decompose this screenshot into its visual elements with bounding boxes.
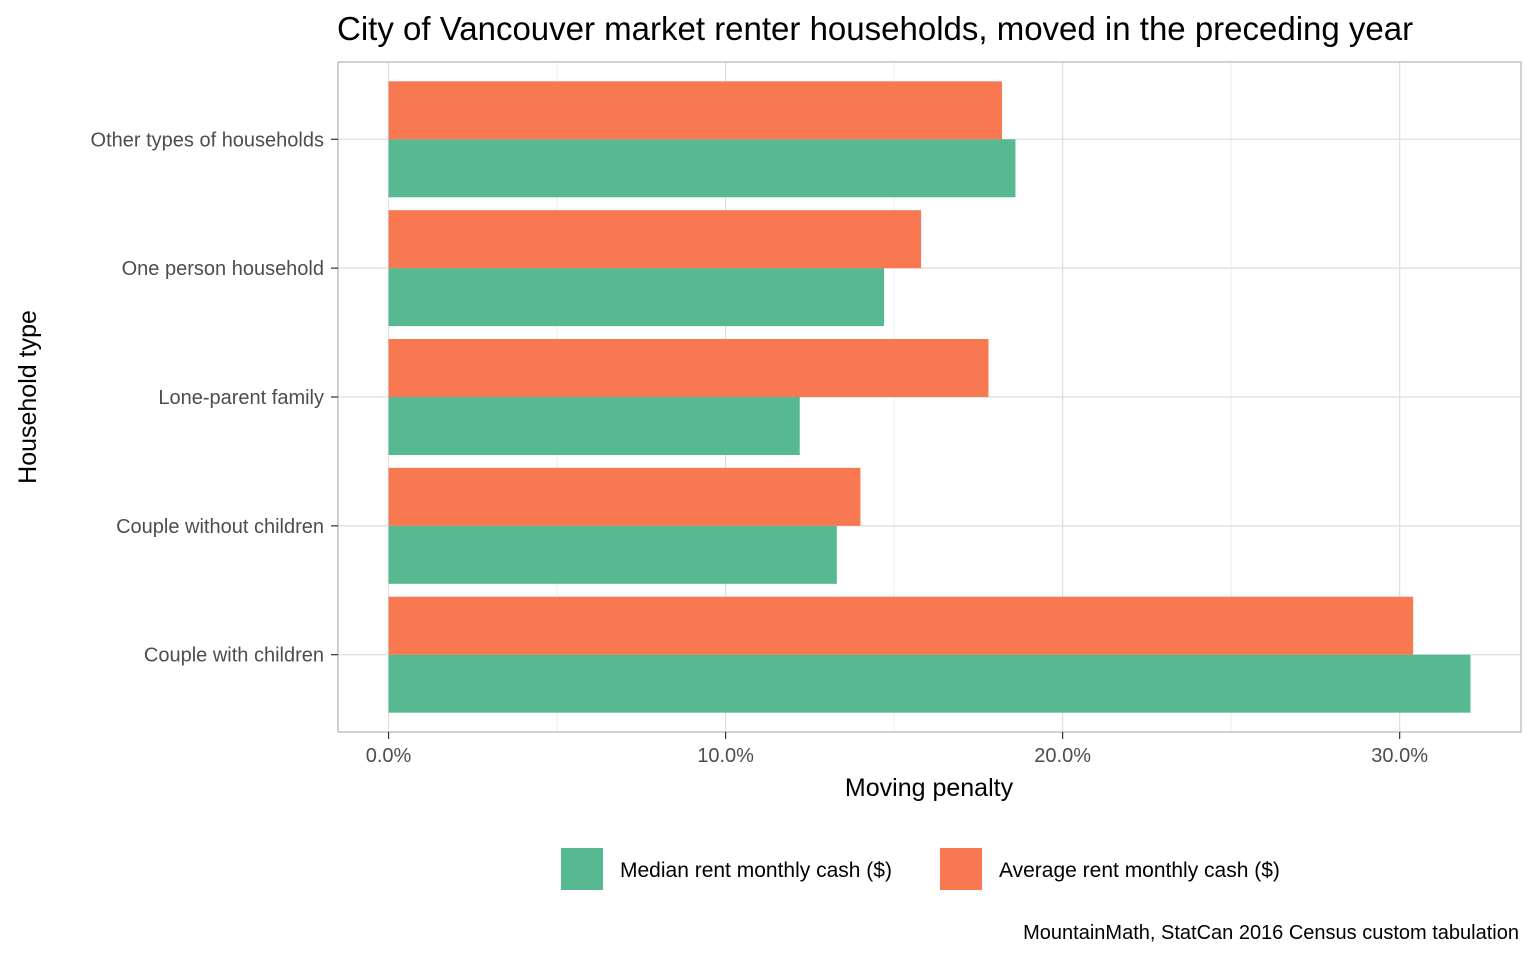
x-tick-label: 10.0% — [697, 745, 754, 767]
bar-median-lone-parent-family — [388, 397, 800, 455]
bar-median-other-types-of-households — [388, 139, 1016, 198]
chart-title: City of Vancouver market renter househol… — [337, 10, 1413, 47]
x-tick-label: 20.0% — [1034, 745, 1091, 767]
y-axis-title: Household type — [14, 310, 42, 484]
x-axis-title: Moving penalty — [845, 774, 1014, 802]
bar-average-lone-parent-family — [388, 339, 989, 397]
x-axis: 0.0% 10.0% 20.0% 30.0% — [366, 732, 1428, 767]
y-tick-label: One person household — [122, 258, 324, 280]
chart-caption: MountainMath, StatCan 2016 Census custom… — [1023, 922, 1519, 944]
legend-swatch — [940, 848, 982, 890]
y-tick-label: Couple with children — [144, 645, 324, 667]
bar-average-couple-with-children — [388, 596, 1414, 655]
bar-average-one-person-household — [388, 210, 922, 269]
x-tick-label: 30.0% — [1371, 745, 1428, 767]
bar-median-couple-without-children — [388, 525, 837, 584]
bar-average-couple-without-children — [388, 467, 861, 526]
bar-median-couple-with-children — [388, 654, 1471, 713]
legend-swatch — [561, 848, 603, 890]
bar-median-one-person-household — [388, 268, 884, 327]
y-tick-label: Couple without children — [116, 516, 324, 538]
legend-label: Average rent monthly cash ($) — [999, 859, 1280, 882]
y-axis: Couple with children Couple without child… — [91, 129, 338, 667]
y-tick-label: Lone-parent family — [158, 387, 324, 409]
y-tick-label: Other types of households — [91, 129, 324, 151]
legend-label: Median rent monthly cash ($) — [620, 859, 892, 882]
legend: Median rent monthly cash ($) Average rent… — [561, 848, 1280, 890]
bars-group — [388, 81, 1471, 713]
x-tick-label: 0.0% — [366, 745, 412, 767]
bar-average-other-types-of-households — [388, 81, 1002, 140]
